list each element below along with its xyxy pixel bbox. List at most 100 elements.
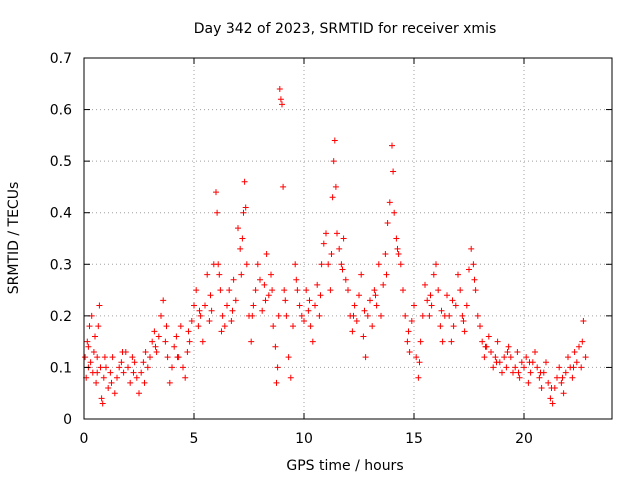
data-point [215,261,222,268]
data-point [177,323,184,330]
data-point [144,364,151,371]
data-point [142,348,149,355]
data-point [235,225,241,232]
data-point [390,168,397,175]
data-point [481,354,488,361]
data-point [439,338,446,345]
data-point [216,271,223,278]
data-point [213,189,219,196]
x-tick-label: 5 [190,431,199,447]
data-point [372,292,379,299]
data-point [492,354,499,361]
data-point [466,266,472,273]
y-tick-label: 0 [63,412,72,428]
data-point [488,348,494,355]
data-point [375,261,382,268]
data-point [499,369,505,376]
data-point [472,287,479,294]
data-point [336,245,343,252]
data-point [504,348,511,355]
data-point [87,359,94,366]
data-point [549,400,556,407]
x-tick-label: 15 [405,431,423,447]
data-point [257,276,263,283]
data-point [98,395,105,402]
y-tick-label: 0.5 [50,154,72,170]
data-point [249,312,256,319]
data-point [204,271,211,278]
data-point [202,302,208,309]
data-point [290,323,296,330]
data-point [477,323,483,330]
data-point [525,379,532,386]
data-point [570,364,577,371]
data-point [349,328,356,335]
data-point [331,137,338,144]
data-point [166,379,173,386]
data-point [430,271,437,278]
data-point [353,318,360,325]
data-point [252,287,259,294]
data-point [536,374,543,381]
data-point [463,302,470,309]
data-point [523,354,530,361]
data-point [94,369,101,376]
data-point [243,261,250,268]
data-point [229,307,236,314]
data-point [437,323,444,330]
data-point [285,354,292,361]
data-point [558,379,565,386]
data-point [406,348,413,355]
data-point [272,343,279,350]
data-point [153,348,160,355]
data-point [383,271,390,278]
y-tick-label: 0.2 [50,309,72,325]
data-point [571,348,578,355]
x-tick-label: 0 [80,431,89,447]
data-point [579,338,586,345]
data-point [367,297,373,304]
data-point [217,287,224,294]
data-point [292,261,299,268]
data-point [269,287,276,294]
data-point [526,359,533,366]
data-point [186,338,193,345]
data-point [169,364,175,371]
data-point [327,287,334,294]
data-point [342,276,349,283]
data-point [199,338,206,345]
data-point [373,302,380,309]
x-axis-label: GPS time / hours [286,458,403,474]
y-tick-label: 0.3 [50,257,72,273]
data-point [185,328,192,335]
data-point [279,101,285,108]
data-point [433,261,439,268]
data-point [422,281,428,288]
data-point [330,158,337,165]
data-point [320,240,327,247]
data-point [136,390,142,397]
data-point [282,297,289,304]
data-point [510,369,516,376]
chart-title: Day 342 of 2023, SRMTID for receiver xmi… [194,21,497,37]
data-point [328,250,335,257]
data-point [356,292,362,299]
data-point [479,338,486,345]
data-point [470,261,477,268]
data-point [323,230,329,237]
data-point [471,276,478,283]
data-point [314,281,321,288]
data-point [120,369,127,376]
data-point [274,364,281,371]
data-point [306,297,313,304]
data-point [490,364,497,371]
data-point [270,323,277,330]
y-tick-label: 0.6 [50,103,72,119]
data-point [312,302,318,309]
data-point [262,297,269,304]
data-point [408,318,415,325]
data-point [275,312,282,319]
data-point [350,312,357,319]
data-point [534,364,541,371]
data-point [503,364,510,371]
